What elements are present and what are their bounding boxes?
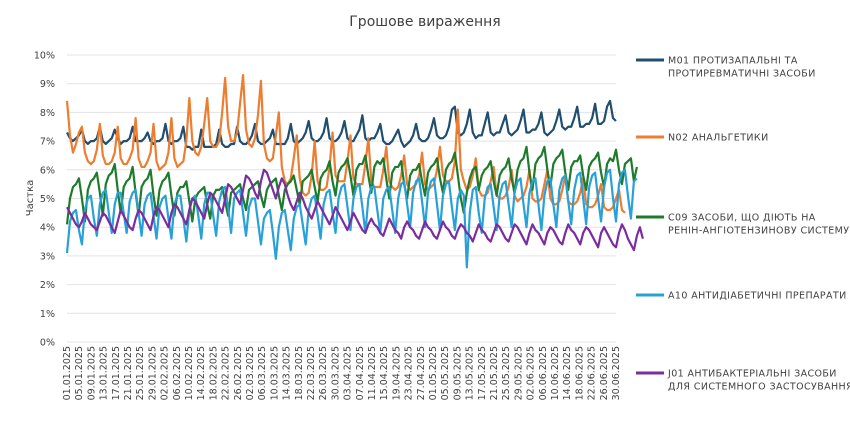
x-tick-label: 06.02.2025	[172, 346, 183, 400]
x-tick-label: 13.01.2025	[99, 346, 110, 400]
legend-label: N02 АНАЛЬГЕТИКИ	[668, 133, 769, 144]
x-tick-label: 18.02.2025	[208, 346, 219, 400]
x-tick-label: 14.03.2025	[282, 346, 293, 400]
x-tick-label: 26.03.2025	[318, 346, 329, 400]
series-lines	[65, 73, 644, 269]
x-tick-label: 21.01.2025	[123, 346, 134, 400]
x-tick-label: 22.03.2025	[306, 346, 317, 400]
legend-label: M01 ПРОТИЗАПАЛЬНІ ТА ПРОТИРЕВМАТИЧНІ ЗАСО…	[668, 56, 816, 80]
legend: M01 ПРОТИЗАПАЛЬНІ ТА ПРОТИРЕВМАТИЧНІ ЗАСО…	[636, 56, 850, 393]
x-tick-label: 09.05.2025	[452, 346, 463, 400]
x-tick-label: 27.04.2025	[416, 346, 427, 400]
x-tick-label: 06.03.2025	[257, 346, 268, 400]
y-axis-label: Частка	[25, 180, 36, 216]
series-line	[65, 73, 626, 214]
x-tick-label: 19.04.2025	[391, 346, 402, 400]
x-tick-label: 22.06.2025	[587, 346, 598, 400]
x-tick-label: 05.01.2025	[74, 346, 85, 400]
x-tick-label: 18.03.2025	[294, 346, 305, 400]
x-tick-label: 02.02.2025	[160, 346, 171, 400]
y-tick-label: 7%	[40, 137, 55, 148]
x-tick-label: 10.06.2025	[550, 346, 561, 400]
legend-item: C09 ЗАСОБИ, ЩО ДІЮТЬ НА РЕНІН-АНГІОТЕНЗИН…	[636, 213, 849, 237]
legend-label: J01 АНТИБАКТЕРІАЛЬНІ ЗАСОБИ ДЛЯ СИСТЕМНОГ…	[667, 369, 850, 393]
series-line	[66, 168, 644, 252]
y-tick-label: 8%	[40, 108, 55, 119]
legend-item: N02 АНАЛЬГЕТИКИ	[636, 133, 769, 144]
x-tick-label: 25.01.2025	[135, 346, 146, 400]
x-tick-label: 26.06.2025	[599, 346, 610, 400]
y-tick-label: 1%	[40, 309, 55, 320]
x-tick-label: 25.05.2025	[501, 346, 512, 400]
series-line	[66, 99, 617, 151]
x-tick-label: 23.04.2025	[404, 346, 415, 400]
x-tick-label: 17.01.2025	[111, 346, 122, 400]
x-tick-label: 11.04.2025	[367, 346, 378, 400]
x-tick-label: 06.06.2025	[538, 346, 549, 400]
x-tick-label: 02.03.2025	[245, 346, 256, 400]
x-axis: 01.01.2025 05.01.2025 09.01.2025 13.01.2025…	[62, 346, 622, 400]
x-tick-label: 13.05.2025	[465, 346, 476, 400]
x-tick-label: 15.04.2025	[379, 346, 390, 400]
x-tick-label: 14.06.2025	[562, 346, 573, 400]
x-tick-label: 26.02.2025	[233, 346, 244, 400]
y-tick-label: 4%	[40, 223, 55, 234]
x-tick-label: 29.05.2025	[513, 346, 524, 400]
legend-item: M01 ПРОТИЗАПАЛЬНІ ТА ПРОТИРЕВМАТИЧНІ ЗАСО…	[636, 56, 816, 80]
y-tick-label: 3%	[40, 251, 55, 262]
legend-label: C09 ЗАСОБИ, ЩО ДІЮТЬ НА РЕНІН-АНГІОТЕНЗИН…	[668, 213, 849, 237]
legend-item: J01 АНТИБАКТЕРІАЛЬНІ ЗАСОБИ ДЛЯ СИСТЕМНОГ…	[636, 369, 850, 393]
x-tick-label: 22.02.2025	[221, 346, 232, 400]
x-tick-label: 01.01.2025	[62, 346, 73, 400]
x-tick-label: 01.05.2025	[428, 346, 439, 400]
y-tick-label: 9%	[40, 79, 55, 90]
legend-label: A10 АНТИДІАБЕТИЧНІ ПРЕПАРАТИ	[668, 291, 847, 302]
y-tick-label: 10%	[34, 51, 55, 62]
x-tick-label: 07.04.2025	[355, 346, 366, 400]
y-tick-label: 6%	[40, 165, 55, 176]
x-tick-label: 09.01.2025	[86, 346, 97, 400]
x-tick-label: 18.06.2025	[574, 346, 585, 400]
x-tick-label: 03.04.2025	[343, 346, 354, 400]
y-tick-label: 5%	[40, 194, 55, 205]
series-line	[65, 145, 638, 225]
x-tick-label: 17.05.2025	[477, 346, 488, 400]
x-tick-label: 30.03.2025	[330, 346, 341, 400]
x-tick-label: 30.06.2025	[611, 346, 622, 400]
y-tick-label: 0%	[40, 338, 55, 349]
x-tick-label: 05.05.2025	[440, 346, 451, 400]
legend-item: A10 АНТИДІАБЕТИЧНІ ПРЕПАРАТИ	[636, 291, 847, 302]
x-tick-label: 21.05.2025	[489, 346, 500, 400]
chart-title: Грошове вираження	[349, 14, 500, 30]
y-axis: 0% 1% 2% 3% 4% 5% 6% 7% 8% 9% 10%	[34, 51, 55, 349]
x-tick-label: 02.06.2025	[526, 346, 537, 400]
y-tick-label: 2%	[40, 280, 55, 291]
x-tick-label: 10.03.2025	[269, 346, 280, 400]
x-tick-label: 14.02.2025	[196, 346, 207, 400]
x-tick-label: 29.01.2025	[147, 346, 158, 400]
x-tick-label: 10.02.2025	[184, 346, 195, 400]
